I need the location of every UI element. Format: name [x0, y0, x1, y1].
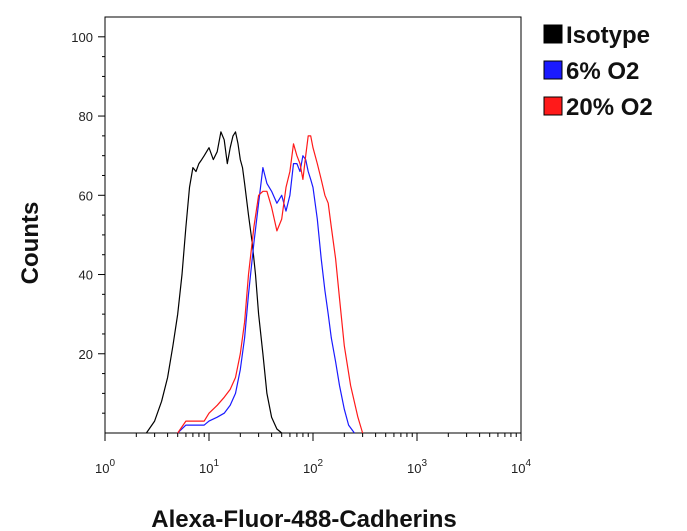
legend-swatch [543, 96, 563, 116]
y-axis-title: Counts [17, 202, 44, 285]
y-tick-label: 100 [71, 30, 93, 45]
y-tick-label: 80 [79, 109, 93, 124]
plot-area-frame [104, 16, 522, 434]
x-axis-title: Alexa-Fluor-488-Cadherins [151, 506, 456, 531]
legend-swatch [543, 24, 563, 44]
legend-swatch [543, 60, 563, 80]
legend-label: 20% O2 [566, 94, 653, 121]
legend-label: 6% O2 [566, 58, 639, 85]
x-tick-label: 101 [199, 458, 219, 476]
y-axis-ticks: 20 40 60 80 100 [71, 30, 105, 414]
y-tick-label: 40 [79, 268, 93, 283]
legend: Isotype 6% O2 20% O2 [543, 22, 653, 121]
y-tick-label: 60 [79, 188, 93, 203]
x-tick-label: 104 [511, 458, 531, 476]
series-line-1 [145, 131, 283, 434]
series-lines [145, 131, 364, 434]
y-tick-label: 20 [79, 347, 93, 362]
x-tick-label: 103 [407, 458, 427, 476]
series-line-3 [177, 135, 364, 434]
series-line-2 [177, 155, 355, 434]
x-tick-label: 102 [303, 458, 323, 476]
x-axis-ticks: 100 101 102 103 104 [95, 433, 531, 476]
x-tick-label: 100 [95, 458, 115, 476]
legend-label: Isotype [566, 22, 650, 49]
